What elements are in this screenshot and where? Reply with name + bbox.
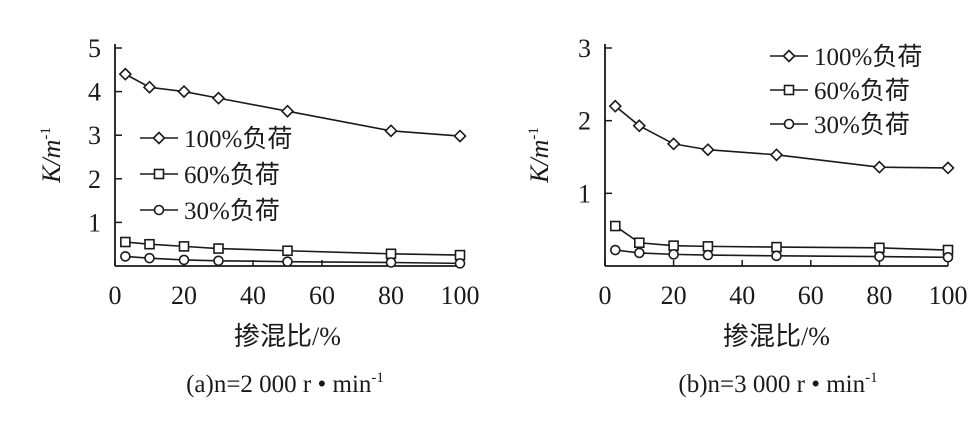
x-axis-label: 掺混比/% <box>723 322 830 351</box>
y-tick-label: 2 <box>578 107 591 136</box>
data-point <box>702 249 714 261</box>
data-point <box>668 249 679 260</box>
data-point <box>874 251 885 262</box>
data-point <box>874 242 885 254</box>
panel-caption: (b)n=3 000 r • min-1 <box>678 370 877 398</box>
panel-caption: (a)n=2 000 r • min-1 <box>186 370 384 398</box>
legend: 100%负荷 60%负荷 30%负荷 <box>140 125 292 225</box>
data-point <box>280 104 295 118</box>
data-point <box>609 244 621 256</box>
x-tick-label: 60 <box>309 281 335 310</box>
data-point <box>702 241 714 252</box>
x-tick-label: 20 <box>171 281 197 310</box>
legend-marker <box>782 49 796 63</box>
series-square <box>609 220 954 256</box>
legend-label: 60%负荷 <box>814 77 910 105</box>
x-tick-label: 80 <box>866 281 892 310</box>
data-point <box>385 248 397 260</box>
data-point <box>769 148 784 162</box>
x-tick-label: 60 <box>798 281 824 310</box>
data-point <box>282 245 293 257</box>
y-tick-label: 2 <box>88 165 101 194</box>
x-tick-label: 0 <box>599 281 612 310</box>
x-tick-label: 20 <box>661 281 687 310</box>
data-point <box>213 243 224 254</box>
data-point <box>941 161 955 175</box>
legend-marker <box>152 131 166 145</box>
data-point <box>771 241 782 253</box>
y-tick-label: 1 <box>578 179 591 208</box>
legend-label: 60%负荷 <box>184 161 280 189</box>
data-point <box>609 220 621 232</box>
data-point <box>668 240 679 251</box>
data-point <box>633 237 645 249</box>
data-point <box>771 250 782 262</box>
y-tick-label: 1 <box>88 208 101 237</box>
data-point <box>454 258 466 269</box>
y-tick-label: 5 <box>88 34 101 63</box>
series-diamond <box>608 99 955 175</box>
data-point <box>872 160 887 174</box>
legend-marker <box>153 168 165 180</box>
data-point <box>385 257 397 268</box>
series-circle <box>120 251 466 269</box>
chart-panel-1: 1 2 3 4 5 0 20 40 60 80 100 100%负荷 60%负荷 30%负荷 K/m-1 掺混… <box>37 34 480 398</box>
chart-panel-2: 1 2 3 0 20 40 60 80 100 100%负荷 60%负荷 30%负荷 K/m-1 掺混比/… <box>525 34 968 398</box>
y-axis-label: K/m-1 <box>525 127 554 184</box>
data-point <box>666 137 681 151</box>
legend: 100%负荷 60%负荷 30%负荷 <box>770 43 922 139</box>
data-point <box>211 91 226 105</box>
data-point <box>120 251 131 262</box>
legend-label: 100%负荷 <box>814 43 922 71</box>
legend-label: 100%负荷 <box>184 125 292 153</box>
data-point <box>120 236 131 248</box>
y-axis-label: K/m-1 <box>37 127 66 184</box>
data-point <box>282 256 293 267</box>
data-point <box>142 80 157 94</box>
data-point <box>633 247 645 259</box>
legend-marker <box>153 204 165 216</box>
y-tick-label: 3 <box>88 121 101 150</box>
y-tick-label: 3 <box>578 34 591 63</box>
legend-marker <box>783 84 795 96</box>
y-tick-label: 4 <box>88 78 101 107</box>
data-point <box>177 84 191 99</box>
x-tick-label: 80 <box>378 281 404 310</box>
series-circle <box>609 244 954 263</box>
series-diamond <box>118 67 467 143</box>
x-tick-label: 40 <box>240 281 266 310</box>
data-point <box>384 124 398 138</box>
data-point <box>453 129 467 143</box>
legend-label: 30%负荷 <box>814 111 910 139</box>
series-line <box>124 73 461 137</box>
x-tick-label: 0 <box>109 281 122 310</box>
legend-label: 30%负荷 <box>184 197 280 225</box>
x-tick-label: 40 <box>729 281 755 310</box>
x-axis-label: 掺混比/% <box>234 322 341 351</box>
data-point <box>144 252 155 264</box>
legend-marker <box>783 118 795 130</box>
data-point <box>178 241 190 252</box>
series-square <box>120 236 466 261</box>
x-tick-label: 100 <box>929 281 968 310</box>
x-tick-label: 100 <box>441 281 480 310</box>
data-point <box>178 254 190 266</box>
data-point <box>118 67 132 81</box>
data-point <box>608 99 622 113</box>
data-point <box>144 238 155 250</box>
data-point <box>632 119 646 133</box>
data-point <box>942 251 954 263</box>
data-point <box>213 255 224 267</box>
data-point <box>701 143 715 157</box>
